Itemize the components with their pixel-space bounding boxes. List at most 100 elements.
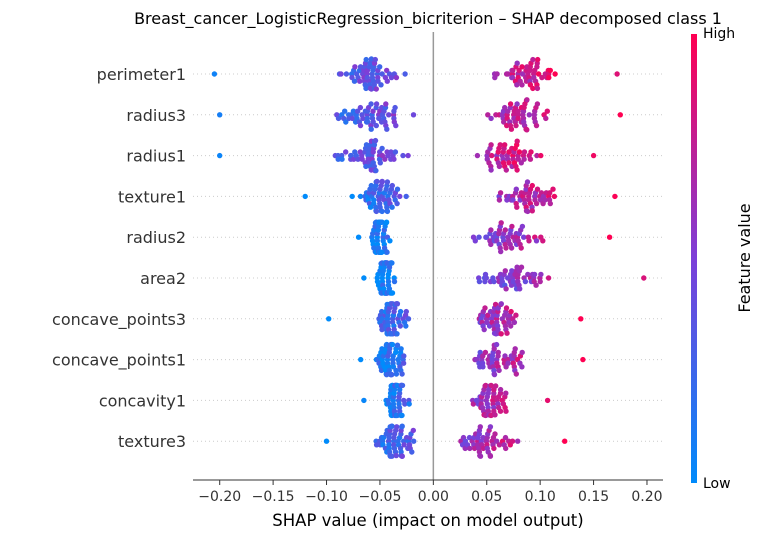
shap-point bbox=[497, 386, 504, 393]
shap-point bbox=[530, 56, 536, 63]
shap-point bbox=[326, 316, 332, 322]
shap-point bbox=[363, 85, 369, 92]
shap-point bbox=[540, 238, 546, 244]
shap-point bbox=[394, 331, 400, 337]
shap-point bbox=[403, 323, 409, 329]
shap-point bbox=[496, 442, 503, 448]
shap-point bbox=[519, 349, 525, 356]
shap-point bbox=[480, 364, 486, 370]
shap-point bbox=[394, 200, 400, 207]
shap-point bbox=[518, 245, 524, 251]
shap-point bbox=[477, 424, 483, 430]
shap-point bbox=[578, 316, 584, 322]
shap-point bbox=[378, 367, 385, 374]
shap-point bbox=[399, 371, 405, 377]
shap-point bbox=[537, 278, 543, 285]
shap-point bbox=[472, 238, 478, 244]
shap-point bbox=[502, 142, 508, 148]
shap-point bbox=[489, 152, 495, 159]
shap-point bbox=[389, 371, 395, 378]
x-axis-label: SHAP value (impact on model output) bbox=[272, 511, 583, 530]
shap-point bbox=[377, 160, 383, 166]
shap-point bbox=[493, 341, 500, 348]
shap-point bbox=[491, 371, 498, 378]
shap-point bbox=[497, 408, 504, 414]
shap-point bbox=[384, 126, 390, 132]
shap-point bbox=[496, 197, 503, 203]
shap-point bbox=[515, 115, 521, 122]
shap-point bbox=[524, 97, 530, 103]
shap-point bbox=[394, 186, 401, 192]
shap-point bbox=[399, 423, 405, 429]
shap-point bbox=[357, 122, 364, 129]
x-axis: −0.20 −0.15 −0.10 −0.05 0.00 0.05 0.10 0.15 0.20 bbox=[193, 479, 663, 505]
shap-point bbox=[617, 112, 623, 118]
shap-point bbox=[409, 449, 415, 455]
shap-point bbox=[392, 149, 399, 155]
shap-point bbox=[524, 127, 530, 133]
shap-point bbox=[539, 74, 545, 81]
shap-point bbox=[398, 346, 404, 352]
shap-point bbox=[399, 382, 406, 389]
shap-point bbox=[372, 137, 379, 144]
shap-point bbox=[514, 60, 520, 66]
shap-point bbox=[384, 249, 390, 255]
shap-point bbox=[519, 82, 525, 88]
shap-point bbox=[519, 71, 526, 77]
shap-point bbox=[338, 71, 344, 77]
shap-point bbox=[530, 85, 536, 92]
shap-point bbox=[492, 431, 498, 437]
shap-point bbox=[397, 323, 403, 329]
shap-point bbox=[497, 142, 503, 148]
shap-point bbox=[508, 323, 514, 329]
shap-point bbox=[477, 453, 484, 459]
shap-point bbox=[401, 442, 407, 448]
shap-point bbox=[378, 82, 384, 88]
shap-point bbox=[379, 346, 385, 352]
feature-label: texture1 bbox=[118, 187, 186, 206]
shap-point bbox=[505, 360, 511, 366]
shap-point bbox=[481, 326, 487, 333]
shap-point bbox=[397, 308, 404, 315]
shap-point bbox=[360, 115, 366, 122]
shap-point bbox=[492, 412, 498, 418]
feature-label: area2 bbox=[140, 269, 186, 288]
shap-point bbox=[391, 278, 398, 285]
shap-point bbox=[506, 160, 512, 166]
shap-point bbox=[514, 167, 520, 173]
shap-point bbox=[383, 101, 389, 107]
shap-point bbox=[512, 346, 518, 352]
shap-point bbox=[515, 438, 521, 444]
shap-point bbox=[547, 200, 553, 207]
shap-point bbox=[562, 438, 568, 444]
shap-point bbox=[367, 204, 374, 210]
shap-point bbox=[533, 122, 540, 129]
x-tick-label: 0.20 bbox=[631, 489, 662, 505]
colorbar-high-label: High bbox=[703, 26, 735, 42]
shap-point bbox=[393, 74, 400, 81]
shap-point bbox=[483, 234, 490, 240]
shap-point bbox=[379, 308, 385, 315]
shap-point bbox=[488, 142, 494, 148]
shap-point bbox=[504, 330, 510, 336]
shap-point bbox=[361, 397, 367, 404]
shap-point bbox=[491, 278, 497, 285]
x-tick-label: 0.15 bbox=[578, 489, 609, 505]
shap-point bbox=[352, 64, 358, 70]
x-tick-label: −0.10 bbox=[305, 489, 348, 505]
shap-point bbox=[503, 286, 509, 292]
shap-point bbox=[529, 208, 535, 214]
shap-point bbox=[504, 122, 510, 129]
shap-point bbox=[514, 204, 520, 210]
shap-point bbox=[494, 71, 500, 77]
shap-point bbox=[526, 238, 532, 244]
shap-point bbox=[474, 152, 481, 159]
shap-point bbox=[402, 401, 408, 407]
shap-point bbox=[533, 200, 540, 207]
shap-point bbox=[501, 119, 507, 125]
shap-point bbox=[393, 122, 399, 129]
shap-point bbox=[545, 275, 552, 281]
shap-point bbox=[482, 305, 488, 311]
shap-point bbox=[488, 382, 494, 389]
shap-point bbox=[502, 353, 508, 359]
